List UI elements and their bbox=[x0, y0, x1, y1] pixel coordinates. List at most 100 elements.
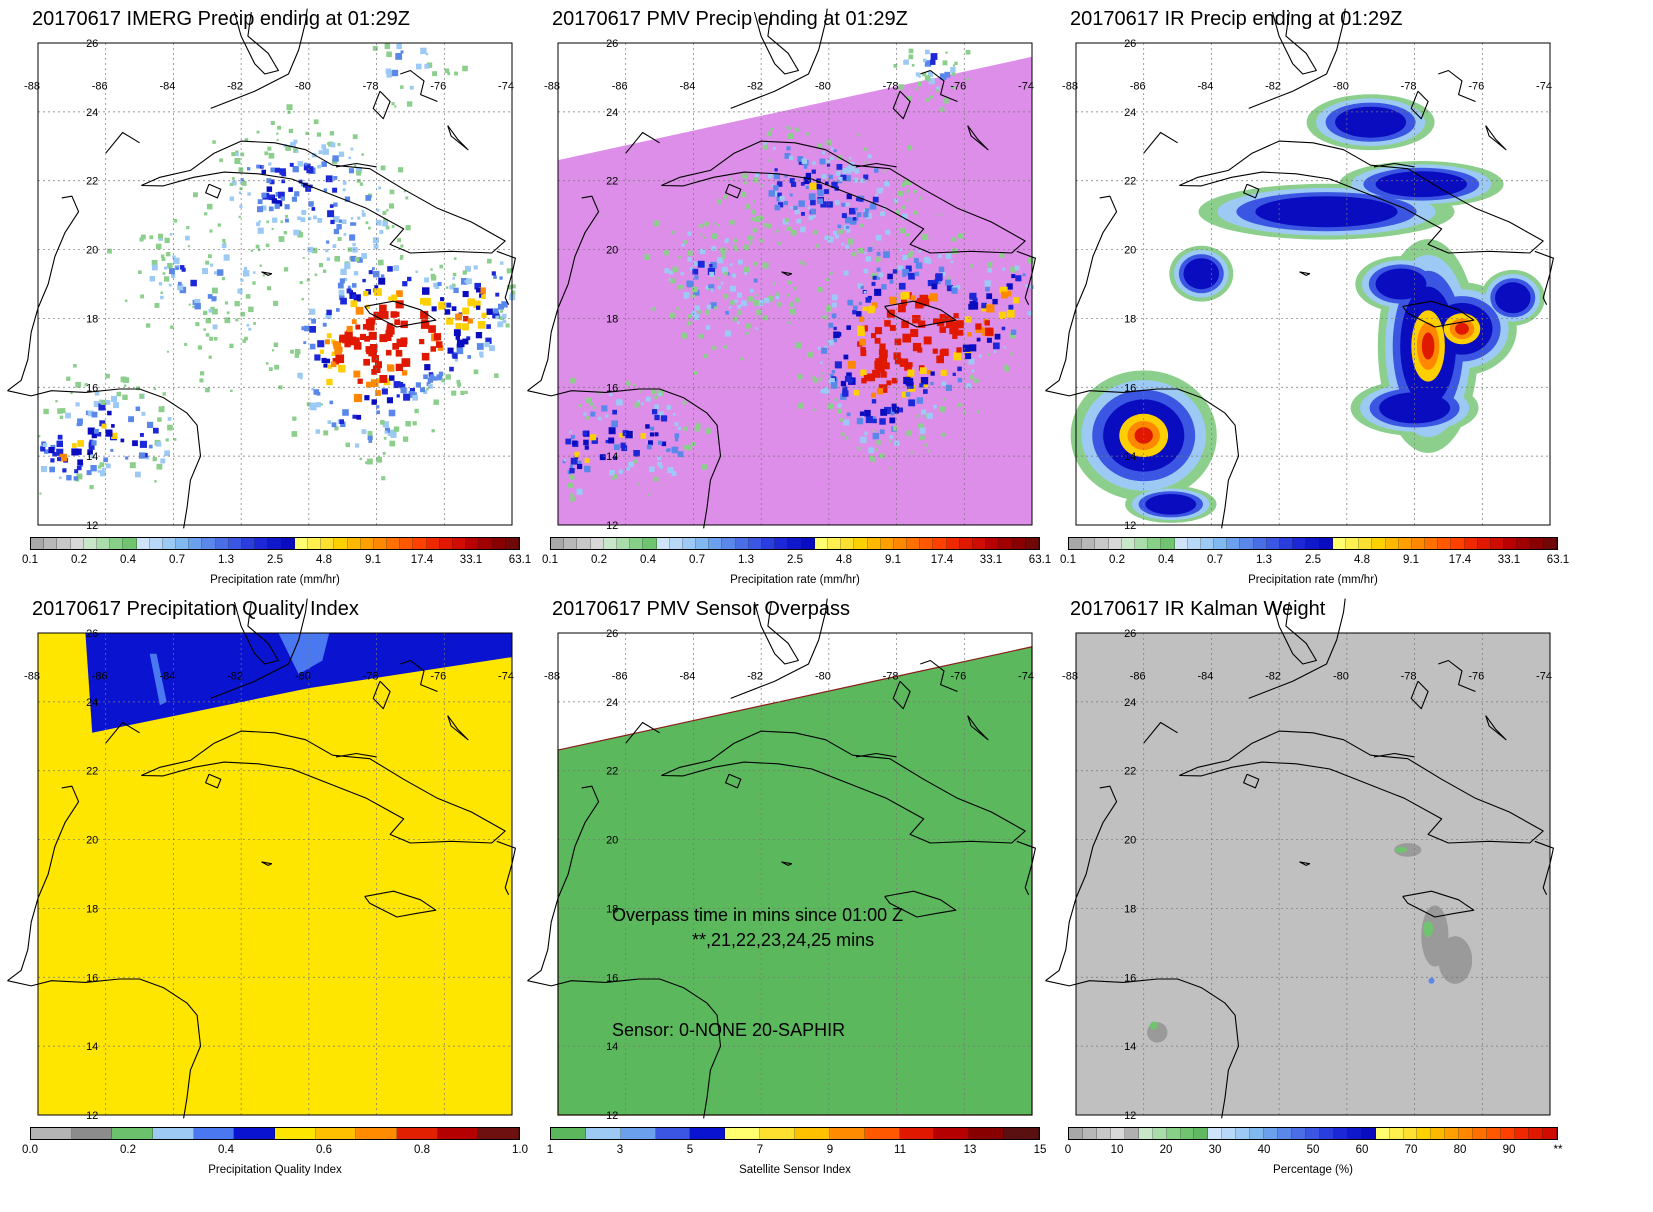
colorbar-ticks: 1 3 5 7 9 11 13 15 bbox=[547, 1144, 1047, 1160]
lat-label: 26 bbox=[606, 628, 618, 640]
lat-label: 18 bbox=[1124, 903, 1136, 915]
sensor-annotation: Sensor: 0-NONE 20-SAPHIR bbox=[612, 1020, 845, 1040]
precip-field bbox=[38, 43, 516, 495]
colorbar-swatch bbox=[1124, 1128, 1139, 1139]
colorbar-swatch bbox=[307, 538, 322, 549]
lon-label: -84 bbox=[159, 671, 175, 683]
lat-label: 24 bbox=[1124, 107, 1136, 119]
colorbar-swatch bbox=[933, 538, 947, 549]
colorbar-swatch bbox=[136, 538, 150, 549]
colorbar-swatch bbox=[899, 1128, 935, 1139]
colorbar-kalman-weight bbox=[1068, 1127, 1558, 1140]
lon-label: -74 bbox=[498, 671, 514, 683]
colorbar-tick-label: 50 bbox=[1306, 1144, 1320, 1156]
lat-label: 20 bbox=[86, 835, 98, 847]
colorbar-pmv bbox=[550, 537, 1040, 550]
colorbar-swatch bbox=[630, 538, 644, 549]
colorbar-label: Precipitation rate (mm/hr) bbox=[1248, 574, 1378, 586]
colorbar-swatch bbox=[841, 538, 855, 549]
lat-label: 26 bbox=[86, 38, 98, 50]
lat-label: 26 bbox=[1124, 628, 1136, 640]
colorbar-tick-label: 0.8 bbox=[414, 1144, 430, 1156]
colorbar-swatch bbox=[96, 538, 111, 549]
quality-blue bbox=[85, 633, 513, 733]
colorbar-swatch bbox=[762, 538, 776, 549]
colorbar-swatch bbox=[1530, 538, 1544, 549]
lat-label: 16 bbox=[86, 972, 98, 984]
lon-label: -86 bbox=[612, 81, 628, 93]
lon-label: -88 bbox=[24, 671, 40, 683]
colorbar-swatch bbox=[1134, 538, 1149, 549]
colorbar-label: Satellite Sensor Index bbox=[739, 1164, 851, 1176]
lat-label: 20 bbox=[86, 245, 98, 257]
colorbar-swatch bbox=[620, 1128, 656, 1139]
colorbar-tick-label: 30 bbox=[1208, 1144, 1222, 1156]
colorbar-swatch bbox=[1293, 538, 1307, 549]
colorbar-tick-label: 0.2 bbox=[71, 554, 87, 566]
colorbar-swatch bbox=[478, 1128, 520, 1139]
colorbar-tick-label: 20 bbox=[1159, 1144, 1173, 1156]
colorbar-tick-label: 13 bbox=[963, 1144, 977, 1156]
colorbar-swatch bbox=[1528, 1128, 1543, 1139]
colorbar-tick-label: 2.5 bbox=[1305, 554, 1321, 566]
colorbar-tick-label: 9 bbox=[826, 1144, 834, 1156]
colorbar-swatch bbox=[1542, 1128, 1557, 1139]
lon-label: -74 bbox=[1018, 81, 1034, 93]
lon-label: -88 bbox=[1062, 671, 1078, 683]
colorbar-swatch bbox=[281, 538, 295, 549]
lat-label: 22 bbox=[606, 176, 618, 188]
colorbar-swatch bbox=[1222, 1128, 1237, 1139]
map-imerg: -88 -86 -84 -82 -80 -78 -76 -74 26 24 22 20 18 16 14 12 bbox=[7, 8, 520, 533]
colorbar-swatch bbox=[149, 538, 163, 549]
panel-title: 20170617 PMV Precip ending at 01:29Z bbox=[552, 8, 908, 30]
colorbar-swatch bbox=[1180, 1128, 1195, 1139]
colorbar-tick-label: 0.6 bbox=[316, 1144, 332, 1156]
colorbar-swatch bbox=[1025, 538, 1039, 549]
colorbar-swatch bbox=[1398, 538, 1412, 549]
lon-label: -82 bbox=[1265, 671, 1281, 683]
lat-label: 24 bbox=[606, 107, 618, 119]
colorbar-tick-label: 70 bbox=[1404, 1144, 1418, 1156]
lon-label: -76 bbox=[1468, 671, 1484, 683]
colorbar-swatch bbox=[321, 538, 335, 549]
lat-label: 16 bbox=[606, 382, 618, 394]
lat-label: 12 bbox=[1124, 520, 1136, 532]
colorbar-swatch bbox=[294, 538, 308, 549]
colorbar-swatch bbox=[1491, 538, 1505, 549]
lon-label: -88 bbox=[1062, 81, 1078, 93]
colorbar-tick-label: 33.1 bbox=[459, 554, 483, 566]
lat-label: 12 bbox=[86, 520, 98, 532]
colorbar-swatch bbox=[387, 538, 401, 549]
colorbar-tick-label: 3 bbox=[616, 1144, 624, 1156]
lon-label: -78 bbox=[883, 81, 899, 93]
colorbar-tick-label: 0.1 bbox=[22, 554, 38, 566]
colorbar-tick-label: 17.4 bbox=[930, 554, 954, 566]
colorbar-swatch bbox=[1431, 1128, 1446, 1139]
colorbar-tick-label: 0.4 bbox=[640, 554, 656, 566]
lat-label: 12 bbox=[606, 520, 618, 532]
lon-label: -86 bbox=[92, 81, 108, 93]
colorbar-swatch bbox=[1345, 538, 1360, 549]
colorbar-swatch bbox=[1292, 1128, 1306, 1139]
colorbar-swatch bbox=[31, 1128, 72, 1139]
colorbar-tick-label: 0.4 bbox=[218, 1144, 234, 1156]
colorbar-tick-label: 0.4 bbox=[120, 554, 136, 566]
lon-label: -80 bbox=[1333, 671, 1349, 683]
lon-label: -82 bbox=[227, 671, 243, 683]
lon-label: -80 bbox=[295, 671, 311, 683]
coastlines bbox=[7, 598, 516, 1119]
panel-sensor-overpass: 20170617 PMV Sensor Overpass -88 -86 -84 -8… bbox=[527, 590, 1070, 1180]
colorbar-swatch bbox=[1166, 1128, 1181, 1139]
colorbar-swatch bbox=[827, 538, 842, 549]
colorbar-tick-label: 0.4 bbox=[1158, 554, 1174, 566]
colorbar-swatch bbox=[1359, 538, 1373, 549]
colorbar-swatch bbox=[1473, 1128, 1488, 1139]
colorbar-swatch bbox=[1200, 538, 1215, 549]
colorbar-tick-label: 0.7 bbox=[689, 554, 705, 566]
colorbar-ticks: 0 10 20 30 40 50 60 70 80 90 ** bbox=[1065, 1144, 1563, 1160]
lon-label: -80 bbox=[815, 671, 831, 683]
colorbar-swatch bbox=[973, 538, 987, 549]
colorbar-swatch bbox=[242, 538, 256, 549]
lat-label: 18 bbox=[86, 903, 98, 915]
colorbar-ticks: 0.1 0.2 0.4 0.7 1.3 2.5 4.8 9.1 17.4 33.1 63.1 bbox=[542, 554, 1051, 570]
